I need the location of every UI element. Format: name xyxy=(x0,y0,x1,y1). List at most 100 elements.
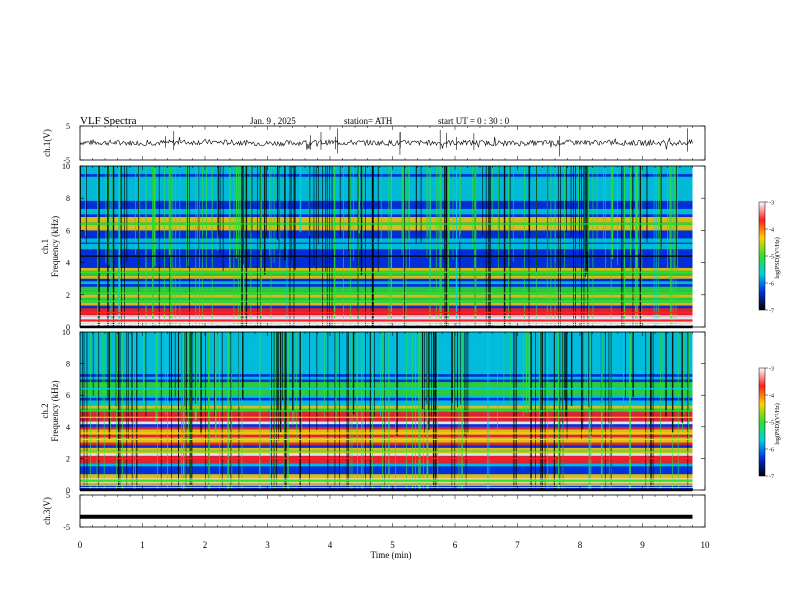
y-tick-label: 2 xyxy=(66,291,70,300)
ch3-waveform-panel: 5 -5 ch.3(V) xyxy=(42,491,706,532)
spectrogram-row xyxy=(80,447,693,451)
spectrogram-row xyxy=(80,405,693,409)
spectrogram-row xyxy=(80,219,693,223)
spectrogram-row xyxy=(80,389,693,393)
spectrogram-row xyxy=(80,294,693,298)
spectrogram-row xyxy=(80,243,693,247)
spectrogram-row xyxy=(80,321,693,325)
y-axis-label: ch.3(V) xyxy=(42,497,52,525)
colorbar-tick-label: -5 xyxy=(769,255,774,261)
spectrogram-row xyxy=(80,353,693,356)
y-tick-label: 6 xyxy=(66,391,70,400)
spectrogram-row xyxy=(80,384,693,388)
spectrogram-row xyxy=(80,208,693,212)
y-axis-label: ch.1 xyxy=(40,239,50,254)
y-tick-label: 5 xyxy=(66,491,70,500)
x-tick-label: 7 xyxy=(515,540,520,550)
spectrogram-row xyxy=(80,265,693,269)
colorbar-tick-label: -7 xyxy=(769,475,774,481)
spectrogram-row xyxy=(80,434,693,438)
spectrogram-row xyxy=(80,289,693,293)
y-tick-label: 4 xyxy=(66,423,70,432)
spectrogram-row xyxy=(80,259,693,263)
y-axis-label: Frequency (kHz) xyxy=(50,380,60,441)
spectrogram-row xyxy=(80,214,693,218)
spectrogram-row xyxy=(80,238,693,242)
spectrogram-row xyxy=(80,316,693,320)
spectrogram-row xyxy=(80,276,693,279)
colorbar-tick-label: -5 xyxy=(769,421,774,427)
spectrogram-row xyxy=(80,174,693,178)
spectrogram-row xyxy=(80,187,693,191)
spectrogram-row xyxy=(80,426,693,430)
spectrogram-row xyxy=(80,442,693,446)
x-tick-label: 1 xyxy=(140,540,145,550)
spectrogram-row xyxy=(80,461,693,464)
time-axis: Time (min) 0 1 2 3 4 5 6 7 8 9 10 xyxy=(78,540,710,560)
spectrogram-row xyxy=(80,347,693,351)
chart-date: Jan. 9 , 2025 xyxy=(250,116,296,126)
spectrogram-row xyxy=(80,429,693,433)
x-tick-label: 0 xyxy=(78,540,83,550)
spectrogram-row xyxy=(80,190,693,194)
colorbar-tick-label: -7 xyxy=(769,309,774,315)
spectrogram-row xyxy=(80,192,693,196)
spectrogram-row xyxy=(80,337,693,341)
spectrogram-row xyxy=(80,395,693,399)
ch1-waveform-panel: 5 -5 ch.1(V) xyxy=(42,122,706,165)
ch1-colorbar: log(PSD)(V²/Hz) -3 -4 -5 -6 -7 xyxy=(758,201,781,315)
x-tick-label: 4 xyxy=(328,540,333,550)
ch2-spectrogram-panel: 0 2 4 6 8 10 ch.2 Frequency (kHz) xyxy=(40,328,706,495)
spectrogram-row xyxy=(80,339,693,343)
spectrogram-row xyxy=(80,358,693,362)
spectrogram-row xyxy=(80,403,693,407)
y-tick-label: -5 xyxy=(63,156,70,165)
spectrogram-row xyxy=(80,179,693,183)
spectrogram-row xyxy=(80,382,693,385)
spectrogram-row xyxy=(80,278,693,282)
spectrogram-row xyxy=(80,397,693,401)
spectrogram-row xyxy=(80,474,693,478)
spectrogram-row xyxy=(80,176,693,180)
spectrogram-row xyxy=(80,368,693,372)
spectrogram-row xyxy=(80,166,693,169)
y-tick-label: 0 xyxy=(66,486,70,495)
spectrogram-row xyxy=(80,182,693,186)
ch1-colorbar-label: log(PSD)(V²/Hz) xyxy=(774,237,781,278)
spectrogram-row xyxy=(80,267,693,271)
x-tick-label: 2 xyxy=(203,540,208,550)
spectrogram-row xyxy=(80,198,693,202)
spectrogram-row xyxy=(80,249,693,253)
spectrogram-row xyxy=(80,216,693,220)
spectrogram-row xyxy=(80,227,693,231)
ch1-spectrogram-panel: 0 2 4 6 8 10 ch.1 Frequency (kHz) xyxy=(40,162,706,332)
spectrogram-row xyxy=(80,332,693,335)
spectrogram-row xyxy=(80,286,693,290)
y-tick-label: 10 xyxy=(62,328,70,337)
spectrogram-row xyxy=(80,379,693,383)
spectrogram-row xyxy=(80,482,693,486)
spectrogram-row xyxy=(80,334,693,338)
spectrogram-row xyxy=(80,471,693,475)
colorbar-scale xyxy=(758,367,766,477)
y-tick-label: 8 xyxy=(66,194,70,203)
spectrogram-row xyxy=(80,246,693,250)
ch2-colorbar: log(PSD)(V²/Hz) -3 -4 -5 -6 -7 xyxy=(758,367,781,481)
spectrogram-row xyxy=(80,476,693,480)
spectrogram-row xyxy=(80,453,693,457)
spectrogram-row xyxy=(80,225,693,229)
y-tick-label: 2 xyxy=(66,454,70,463)
spectrogram-row xyxy=(80,371,693,375)
colorbar-tick-label: -3 xyxy=(769,201,774,207)
colorbar-tick-label: -4 xyxy=(769,394,774,400)
spectrogram-row xyxy=(80,233,693,237)
y-axis-label: ch.1(V) xyxy=(42,129,52,157)
spectrogram-row xyxy=(80,342,693,346)
spectrogram-row xyxy=(80,273,693,277)
spectrogram-row xyxy=(80,363,693,367)
y-tick-label: 6 xyxy=(66,226,70,235)
spectrogram-row xyxy=(80,455,693,459)
spectrogram-row xyxy=(80,297,693,301)
spectrogram-row xyxy=(80,411,693,414)
